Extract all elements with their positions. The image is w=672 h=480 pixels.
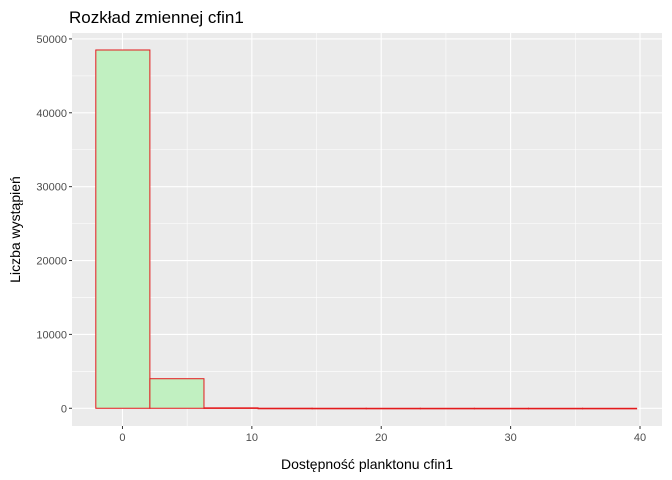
y-axis-ticks: 0 10000 20000 30000 40000 50000	[36, 34, 72, 415]
x-tick-label: 20	[375, 432, 387, 444]
y-tick-label: 20000	[36, 256, 67, 268]
histogram-bar	[527, 407, 584, 410]
histogram-bar	[473, 407, 529, 410]
y-tick-label: 10000	[36, 329, 67, 341]
x-tick-label: 10	[246, 432, 258, 444]
histogram-bar	[419, 407, 475, 410]
y-tick-label: 0	[61, 403, 67, 415]
x-axis-ticks: 0 10 20 30 40	[119, 426, 646, 444]
minor-gridlines	[72, 33, 662, 426]
histogram-bar	[203, 407, 259, 409]
major-gridlines	[72, 33, 662, 426]
histogram-bars	[95, 49, 638, 410]
histogram-bar	[149, 378, 205, 409]
x-tick-label: 30	[504, 432, 516, 444]
histogram-bar	[95, 49, 151, 409]
histogram-bar	[582, 407, 638, 410]
x-axis-title: Dostępność planktonu cfin1	[281, 456, 453, 472]
y-tick-label: 40000	[36, 108, 67, 120]
histogram-bar	[257, 407, 313, 410]
histogram-bar	[365, 407, 421, 410]
histogram-bar	[311, 407, 367, 410]
y-axis-title: Liczba wystąpień	[7, 176, 23, 283]
x-tick-label: 40	[634, 432, 646, 444]
y-tick-label: 50000	[36, 34, 67, 46]
chart-title: Rozkład zmiennej cfin1	[69, 8, 244, 27]
y-tick-label: 30000	[36, 182, 67, 194]
x-tick-label: 0	[119, 432, 125, 444]
plot-panel	[72, 33, 662, 426]
